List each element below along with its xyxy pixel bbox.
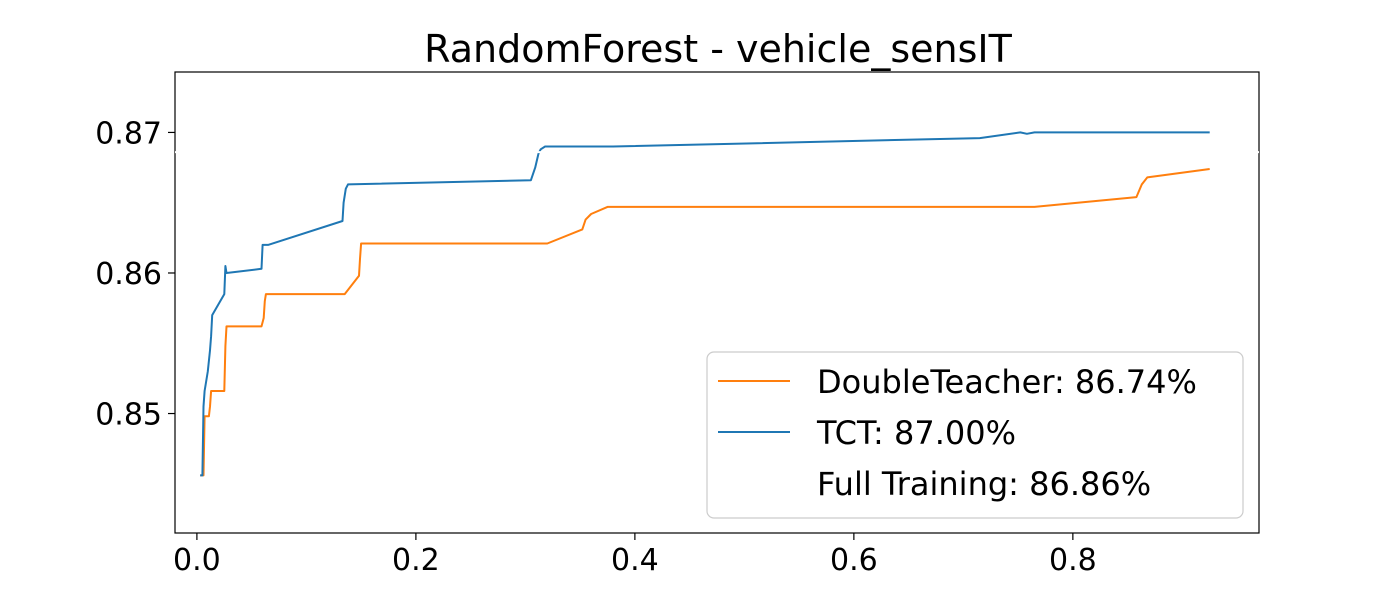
series-line-doubleteacher (200, 168, 1210, 477)
x-tick-label: 0.8 (1049, 543, 1097, 578)
series-layer (175, 131, 1259, 477)
y-tick-label: 0.87 (95, 116, 162, 151)
legend-label-doubleteacher: DoubleTeacher: 86.74% (817, 363, 1197, 401)
series-line-tct (200, 131, 1210, 477)
y-tick-label: 0.86 (95, 257, 162, 292)
legend-label-tct: TCT: 87.00% (816, 414, 1016, 452)
chart-title: RandomForest - vehicle_sensIT (424, 27, 1012, 71)
legend-label-full-training: Full Training: 86.86% (817, 465, 1151, 503)
y-tick-label: 0.85 (95, 398, 162, 433)
x-tick-label: 0.0 (173, 543, 221, 578)
legend: DoubleTeacher: 86.74% TCT: 87.00% Full T… (706, 351, 1244, 519)
x-tick-label: 0.6 (830, 543, 878, 578)
y-axis: 0.85 0.86 0.87 (95, 116, 175, 433)
legend-box (706, 351, 1244, 519)
x-axis: 0.0 0.2 0.4 0.6 0.8 (173, 533, 1097, 578)
x-tick-label: 0.2 (392, 543, 440, 578)
x-tick-label: 0.4 (611, 543, 659, 578)
